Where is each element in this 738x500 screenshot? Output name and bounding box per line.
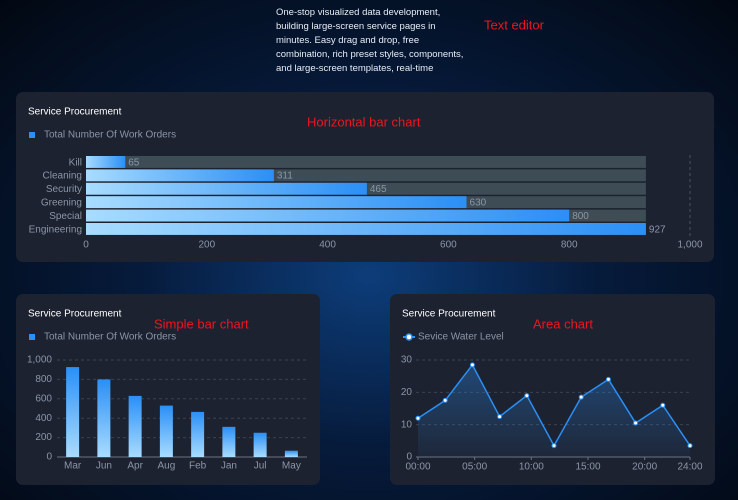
- x-tick-label: 600: [440, 240, 457, 251]
- legend-label: Total Number Of Work Orders: [44, 332, 176, 343]
- value-label: 65: [128, 157, 140, 168]
- annotation: Horizontal bar chart: [307, 114, 421, 129]
- bar: [253, 432, 267, 457]
- bar: [86, 169, 274, 182]
- y-tick-label: 30: [401, 355, 413, 366]
- value-label: 465: [370, 184, 387, 195]
- x-tick-label: 400: [319, 240, 336, 251]
- value-label: 800: [572, 211, 589, 222]
- x-tick-label: 1,000: [677, 240, 702, 251]
- y-tick-label: 1,000: [27, 355, 52, 366]
- y-tick-label: 0: [406, 452, 412, 463]
- y-tick-label: Security: [46, 184, 82, 195]
- bar: [128, 395, 142, 457]
- annotation: Area chart: [533, 316, 593, 331]
- annotation: Text editor: [484, 17, 545, 32]
- bar: [86, 196, 467, 209]
- point: [469, 362, 475, 368]
- x-tick-label: Jan: [221, 461, 237, 472]
- x-tick-label: Feb: [189, 461, 207, 472]
- area: [418, 364, 690, 457]
- legend-label: Sevice Water Level: [418, 332, 504, 343]
- bar: [284, 450, 298, 457]
- x-tick-label: 10:00: [519, 462, 544, 473]
- value-label: 927: [649, 224, 666, 235]
- bar: [86, 209, 570, 222]
- x-tick-label: Jun: [96, 461, 112, 472]
- legend-marker: [405, 333, 413, 341]
- point: [578, 394, 584, 400]
- value-label: 311: [277, 171, 293, 182]
- x-tick-label: Aug: [157, 461, 175, 472]
- chart-title: Service Procurement: [28, 107, 122, 118]
- y-tick-label: 10: [401, 419, 413, 430]
- x-tick-label: May: [282, 461, 301, 472]
- y-tick-label: 600: [35, 393, 52, 404]
- y-tick-label: 20: [401, 387, 413, 398]
- bar: [191, 411, 205, 457]
- y-tick-label: Engineering: [29, 224, 82, 235]
- x-tick-label: 20:00: [632, 462, 657, 473]
- x-tick-label: Apr: [127, 461, 143, 472]
- y-tick-label: 800: [35, 374, 52, 385]
- bar: [222, 426, 236, 457]
- bar: [86, 223, 646, 235]
- x-tick-label: 15:00: [575, 462, 600, 473]
- bar: [86, 182, 367, 195]
- chart-title: Service Procurement: [28, 309, 122, 320]
- chart-title: Service Procurement: [402, 309, 496, 320]
- x-tick-label: Mar: [64, 461, 82, 472]
- value-label: 630: [470, 198, 487, 209]
- point: [415, 415, 421, 421]
- y-tick-label: Kill: [69, 157, 82, 168]
- y-tick-label: Greening: [41, 198, 82, 209]
- y-tick-label: 0: [46, 452, 52, 463]
- x-tick-label: 24:00: [677, 462, 702, 473]
- text-editor: One-stop visualized data development, bu…: [276, 7, 464, 78]
- legend-swatch: [29, 132, 35, 138]
- legend-swatch: [29, 334, 35, 340]
- point: [551, 443, 557, 449]
- bar: [86, 156, 126, 168]
- bar-track: [86, 156, 646, 168]
- point: [524, 393, 530, 399]
- x-tick-label: 00:00: [405, 462, 430, 473]
- point: [605, 376, 611, 382]
- point: [442, 397, 448, 403]
- x-tick-label: 0: [83, 240, 89, 251]
- point: [660, 402, 666, 408]
- x-tick-label: 05:00: [462, 462, 487, 473]
- bar-track: [86, 169, 646, 182]
- x-tick-label: 800: [561, 240, 578, 251]
- point: [633, 420, 639, 426]
- bar: [159, 405, 173, 457]
- y-tick-label: Cleaning: [43, 171, 82, 182]
- x-tick-label: Jul: [254, 461, 267, 472]
- y-tick-label: 400: [35, 413, 52, 424]
- point: [497, 414, 503, 420]
- point: [687, 443, 693, 449]
- bar: [66, 367, 80, 457]
- bar: [97, 379, 111, 457]
- y-tick-label: 200: [35, 432, 52, 443]
- x-tick-label: 200: [198, 240, 215, 251]
- annotation: Simple bar chart: [154, 316, 249, 331]
- y-tick-label: Special: [49, 211, 82, 222]
- legend-label: Total Number Of Work Orders: [44, 130, 176, 141]
